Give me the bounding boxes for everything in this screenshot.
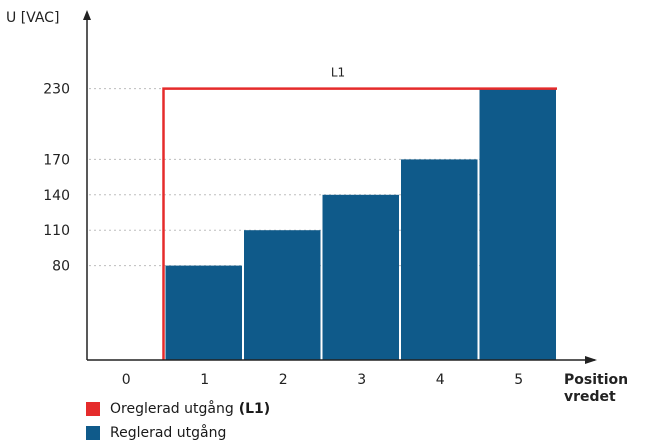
- legend-label-regulated: Reglerad utgång: [110, 425, 227, 441]
- bar-1: [165, 265, 242, 360]
- y-tick-label-4: 230: [43, 82, 70, 98]
- bar-2: [244, 230, 321, 360]
- x-tick-label-1: 1: [200, 372, 209, 388]
- x-axis-label-line2: vredet: [564, 389, 616, 405]
- x-axis-label-line1: Position: [564, 372, 628, 388]
- x-axis-arrow: [585, 356, 597, 364]
- x-tick-label-5: 5: [514, 372, 523, 388]
- y-tick-label-2: 140: [43, 188, 70, 204]
- legend-label-unregulated: Oreglerad utgång: [110, 401, 234, 417]
- bar-3: [322, 194, 399, 360]
- bar-4: [401, 159, 478, 360]
- legend-item-unregulated: Oreglerad utgång (L1): [86, 401, 270, 417]
- y-axis-label: U [VAC]: [6, 10, 59, 26]
- legend-item-regulated: Reglerad utgång: [86, 425, 226, 441]
- x-tick-label-3: 3: [357, 372, 366, 388]
- y-tick-label-0: 80: [52, 259, 70, 275]
- y-tick-label-1: 110: [43, 223, 70, 239]
- y-tick-label-3: 170: [43, 152, 70, 168]
- l1-line: [162, 87, 557, 360]
- l1-label: L1: [331, 66, 345, 80]
- x-tick-label-2: 2: [279, 372, 288, 388]
- bar-5: [479, 88, 556, 360]
- legend-swatch-blue: [86, 426, 100, 440]
- x-tick-label-4: 4: [436, 372, 445, 388]
- y-axis-arrow: [83, 10, 91, 20]
- legend-swatch-red: [86, 402, 100, 416]
- legend-label-unregulated-bold: (L1): [238, 401, 271, 417]
- x-tick-label-0: 0: [122, 372, 131, 388]
